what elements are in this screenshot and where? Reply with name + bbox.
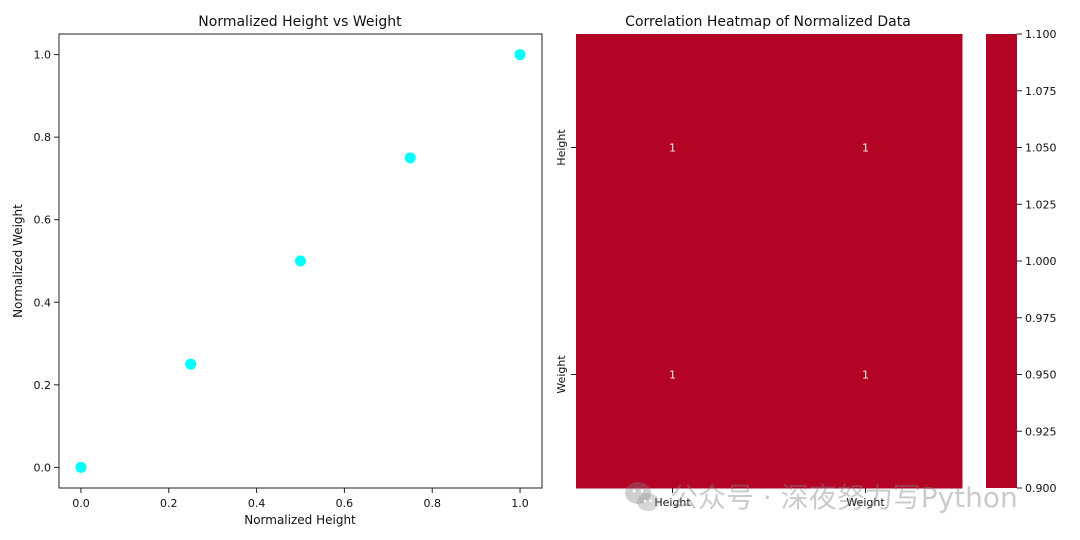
scatter-point — [514, 49, 526, 61]
colorbar-tick-label: 0.975 — [1025, 312, 1057, 325]
scatter-x-tick-label: 1.0 — [511, 497, 529, 510]
scatter-y-tick-label: 1.0 — [34, 49, 52, 62]
colorbar-tick-label: 1.000 — [1025, 255, 1057, 268]
scatter-point — [404, 152, 416, 164]
heatmap-col-label: Height — [654, 496, 691, 509]
heatmap-cell-value: 1 — [669, 369, 676, 382]
colorbar-tick-label: 0.950 — [1025, 369, 1057, 382]
heatmap-col-labels: Height Weight — [654, 488, 885, 509]
heatmap-cell-value: 1 — [862, 369, 869, 382]
scatter-point — [295, 255, 306, 267]
scatter-x-axis-label: Normalized Height — [244, 513, 356, 527]
colorbar-tick-label: 1.050 — [1025, 142, 1057, 155]
scatter-y-axis: 0.0 0.2 0.4 0.6 0.8 1.0 — [34, 49, 59, 474]
colorbar-tick-label: 1.100 — [1025, 28, 1057, 41]
heatmap-chart: Correlation Heatmap of Normalized Data H… — [555, 14, 963, 509]
heatmap-cells — [576, 34, 963, 489]
scatter-x-tick-label: 0.8 — [423, 497, 441, 510]
scatter-x-tick-label: 0.2 — [160, 497, 178, 510]
heatmap-cell-labels: 1 1 1 1 — [669, 142, 869, 382]
colorbar-tick-label: 1.025 — [1025, 198, 1057, 211]
scatter-points — [75, 49, 526, 473]
colorbar-tick-label: 0.925 — [1025, 425, 1057, 438]
heatmap-col-label: Weight — [846, 496, 885, 509]
heatmap-cell-value: 1 — [669, 142, 676, 155]
colorbar-tick-label: 0.900 — [1025, 482, 1057, 495]
heatmap-title: Correlation Heatmap of Normalized Data — [625, 14, 911, 30]
scatter-y-axis-label: Normalized Weight — [11, 204, 25, 318]
heatmap-row-label: Height — [555, 129, 568, 166]
heatmap-cell — [769, 261, 963, 489]
colorbar-ticks: 0.900 0.925 0.950 0.975 1.000 1.025 1.050 1.075… — [1017, 28, 1057, 495]
wechat-icon — [625, 482, 659, 511]
scatter-y-tick-label: 0.8 — [34, 131, 52, 144]
heatmap-cell — [769, 34, 963, 262]
scatter-point — [185, 358, 197, 370]
heatmap-cell-value: 1 — [862, 142, 869, 155]
scatter-y-tick-label: 0.4 — [34, 296, 52, 309]
heatmap-row-labels: Height Weight — [555, 129, 576, 394]
colorbar-bar — [986, 34, 1017, 488]
scatter-y-tick-label: 0.6 — [34, 214, 52, 227]
heatmap-row-label: Weight — [555, 355, 568, 394]
heatmap-cell — [576, 261, 770, 489]
colorbar: 0.900 0.925 0.950 0.975 1.000 1.025 1.050 1.075… — [986, 28, 1057, 495]
watermark: 公众号 · 深夜努力写Python — [625, 481, 1018, 514]
watermark-text: 公众号 · 深夜努力写Python — [670, 481, 1018, 514]
scatter-y-tick-label: 0.0 — [34, 461, 52, 474]
scatter-point — [75, 461, 87, 473]
colorbar-tick-label: 1.075 — [1025, 85, 1057, 98]
scatter-y-tick-label: 0.2 — [34, 379, 52, 392]
scatter-x-axis: 0.0 0.2 0.4 0.6 0.8 1.0 — [72, 488, 529, 510]
scatter-chart: Normalized Height vs Weight 0.0 0.2 0.4 0.6… — [11, 14, 543, 527]
scatter-x-tick-label: 0.4 — [248, 497, 266, 510]
scatter-x-tick-label: 0.0 — [72, 497, 90, 510]
scatter-title: Normalized Height vs Weight — [198, 14, 402, 30]
heatmap-cell — [576, 34, 770, 262]
scatter-x-tick-label: 0.6 — [336, 497, 354, 510]
